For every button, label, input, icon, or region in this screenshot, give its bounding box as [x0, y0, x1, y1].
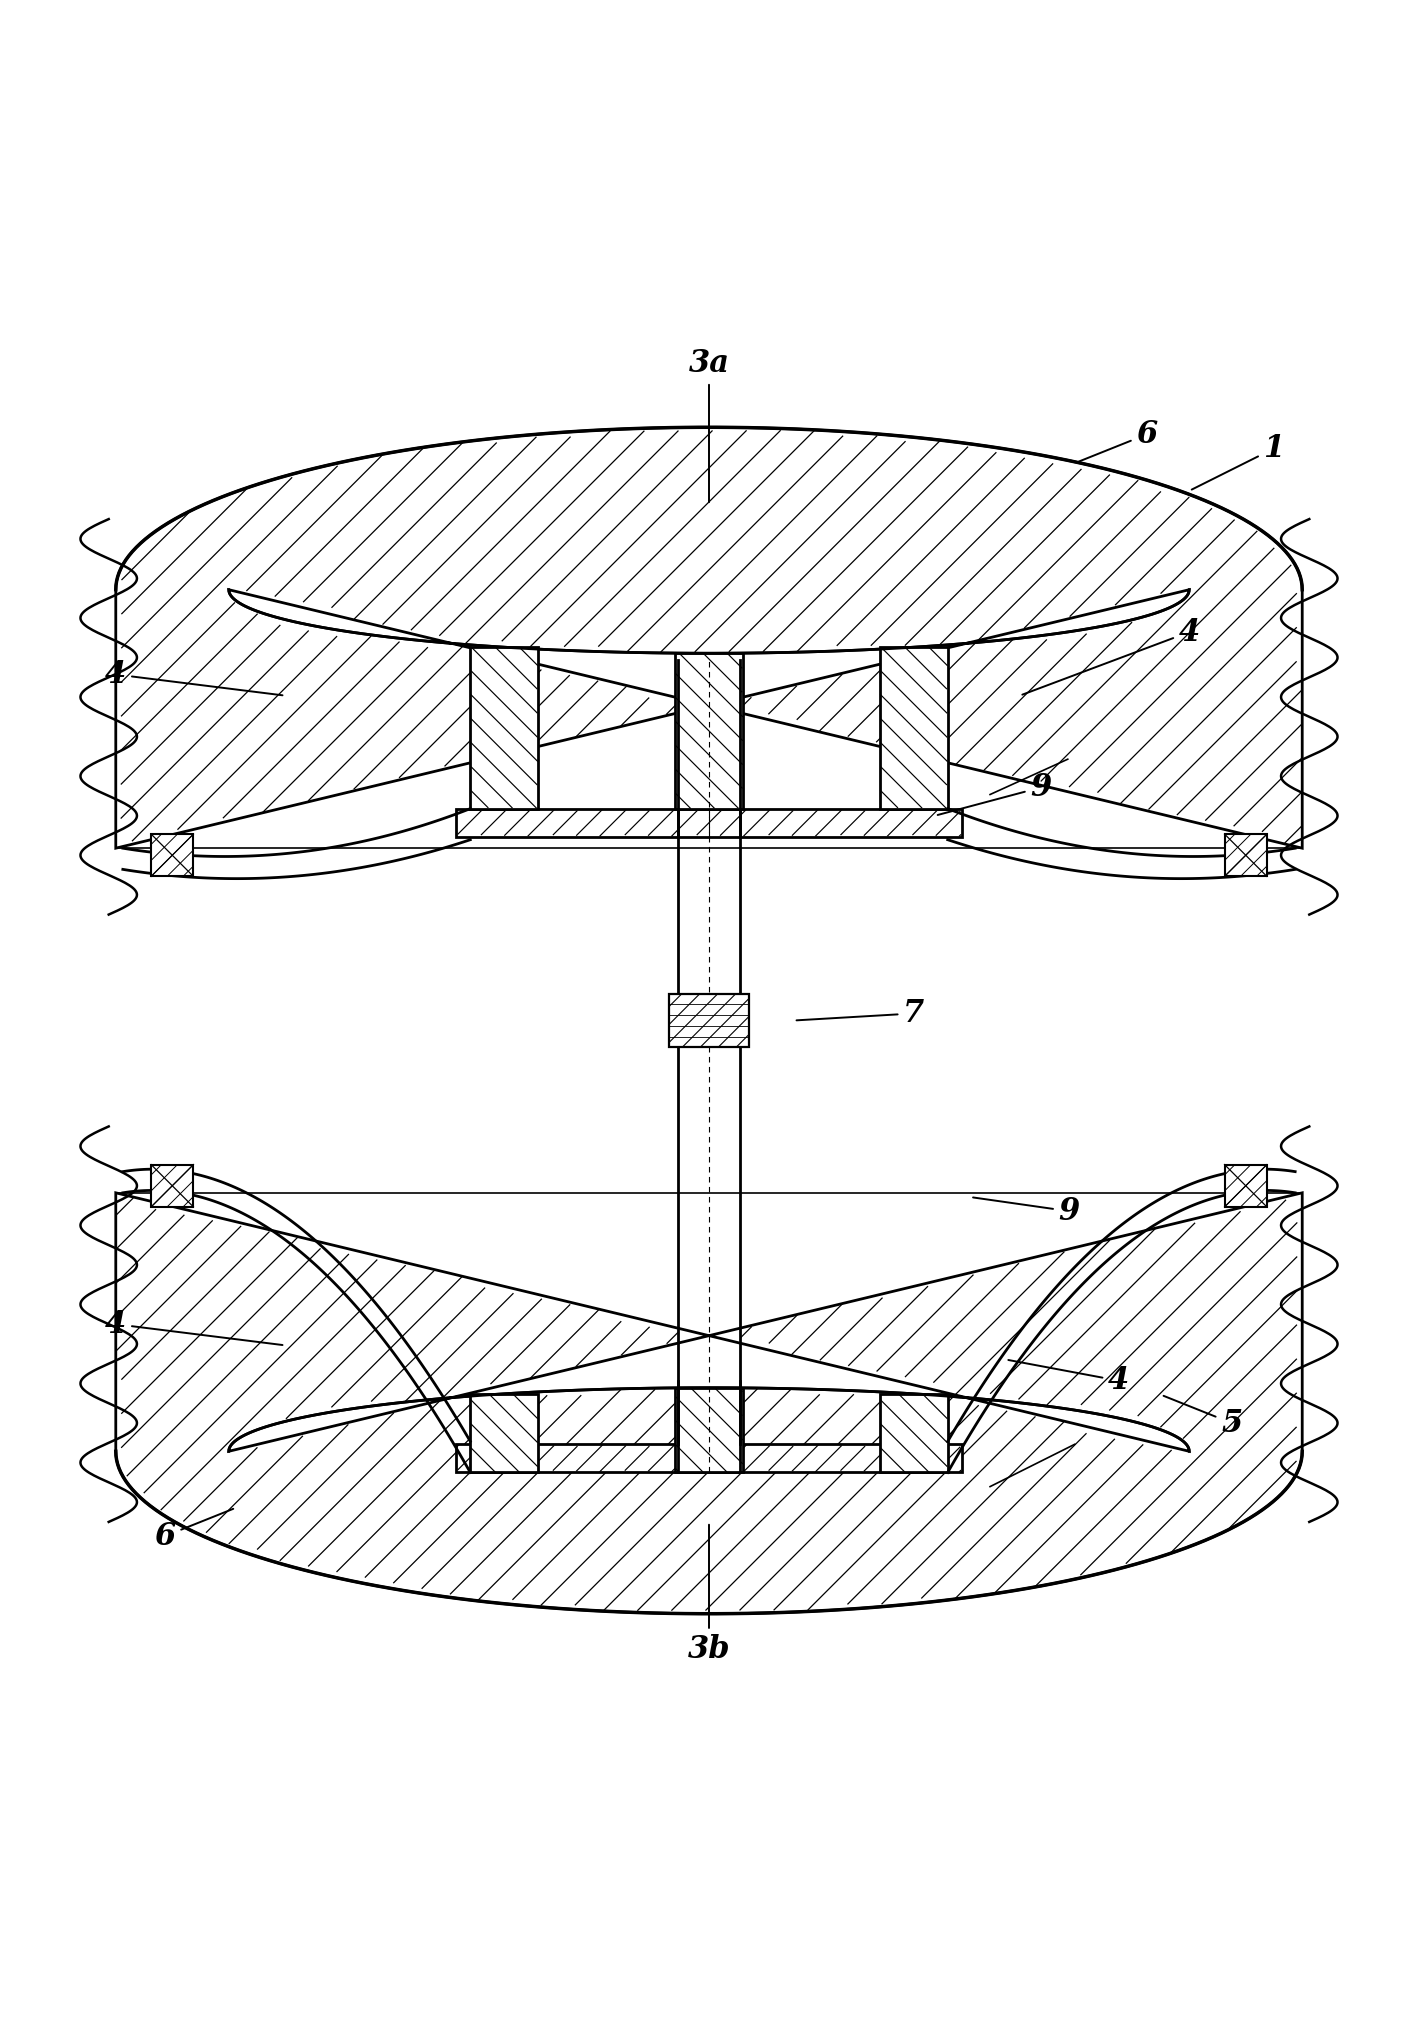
- Text: 6: 6: [155, 1508, 233, 1551]
- Text: 4: 4: [1022, 616, 1200, 694]
- Polygon shape: [152, 835, 193, 876]
- Polygon shape: [669, 994, 749, 1047]
- Text: 4: 4: [105, 1308, 282, 1345]
- Polygon shape: [1225, 1165, 1266, 1206]
- Text: 3a: 3a: [689, 349, 729, 502]
- Polygon shape: [675, 653, 743, 808]
- Polygon shape: [152, 1165, 193, 1206]
- Text: 3b: 3b: [688, 1525, 730, 1665]
- Text: 9: 9: [973, 1196, 1079, 1227]
- Polygon shape: [457, 808, 961, 837]
- Text: 4: 4: [1008, 1359, 1129, 1396]
- Polygon shape: [1225, 835, 1266, 876]
- Text: 6: 6: [1079, 418, 1157, 461]
- Polygon shape: [471, 647, 537, 808]
- Polygon shape: [675, 1388, 743, 1472]
- Polygon shape: [881, 1394, 947, 1472]
- Text: 9: 9: [937, 771, 1052, 814]
- Polygon shape: [116, 427, 1302, 849]
- Polygon shape: [116, 1192, 1302, 1614]
- Polygon shape: [457, 1445, 961, 1472]
- Polygon shape: [881, 647, 947, 808]
- Text: 7: 7: [797, 998, 925, 1029]
- Polygon shape: [471, 1394, 537, 1472]
- Text: 4: 4: [105, 659, 282, 696]
- Text: 5: 5: [1164, 1396, 1242, 1439]
- Text: 1: 1: [1191, 433, 1285, 490]
